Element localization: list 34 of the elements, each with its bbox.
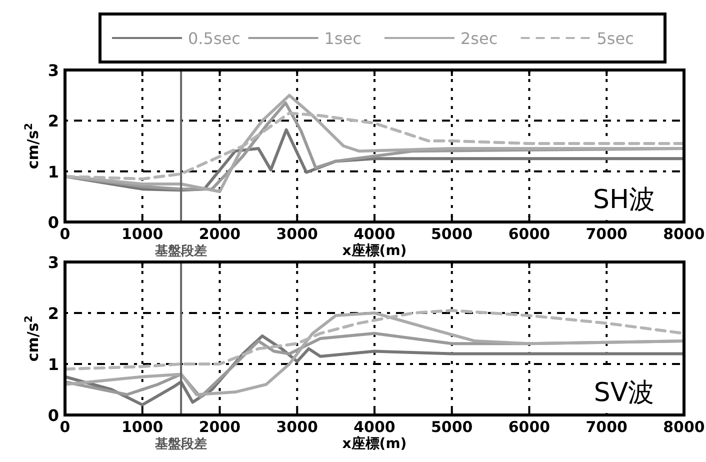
x-tick-label: 6000 bbox=[508, 418, 550, 436]
legend-label: 2sec bbox=[460, 29, 498, 48]
x-tick-label: 6000 bbox=[508, 225, 550, 243]
x-tick-label: 5000 bbox=[431, 418, 473, 436]
x-tick-label: 1000 bbox=[122, 418, 164, 436]
ref-line-label: 基盤段差 bbox=[154, 244, 208, 259]
x-tick-label: 7000 bbox=[586, 225, 628, 243]
x-tick-label: 5000 bbox=[431, 225, 473, 243]
x-tick-label: 3000 bbox=[276, 418, 318, 436]
x-axis-title: x座標(m) bbox=[342, 242, 407, 259]
x-tick-label: 7000 bbox=[586, 418, 628, 436]
y-tick-label: 3 bbox=[48, 253, 59, 272]
x-axis-title: x座標(m) bbox=[342, 435, 407, 452]
annotation: SV波 bbox=[594, 378, 654, 408]
legend-label: 5sec bbox=[596, 29, 634, 48]
legend-label: 1sec bbox=[324, 29, 362, 48]
y-tick-label: 1 bbox=[48, 355, 59, 374]
y-tick-label: 2 bbox=[48, 304, 59, 323]
x-tick-label: 8000 bbox=[663, 418, 705, 436]
annotation: SH波 bbox=[592, 185, 656, 215]
x-tick-label: 4000 bbox=[354, 418, 396, 436]
x-tick-label: 0 bbox=[60, 225, 70, 243]
legend-label: 0.5sec bbox=[188, 29, 240, 48]
x-tick-label: 3000 bbox=[276, 225, 318, 243]
x-tick-label: 0 bbox=[60, 418, 70, 436]
x-tick-label: 4000 bbox=[354, 225, 396, 243]
ref-line-label: 基盤段差 bbox=[154, 437, 208, 452]
x-tick-label: 2000 bbox=[198, 418, 241, 436]
x-tick-label: 8000 bbox=[663, 225, 705, 243]
x-tick-label: 2000 bbox=[198, 225, 241, 243]
y-tick-label: 3 bbox=[48, 61, 59, 80]
y-tick-label: 2 bbox=[48, 112, 59, 131]
x-tick-label: 1000 bbox=[122, 225, 164, 243]
y-tick-label: 1 bbox=[48, 162, 59, 182]
